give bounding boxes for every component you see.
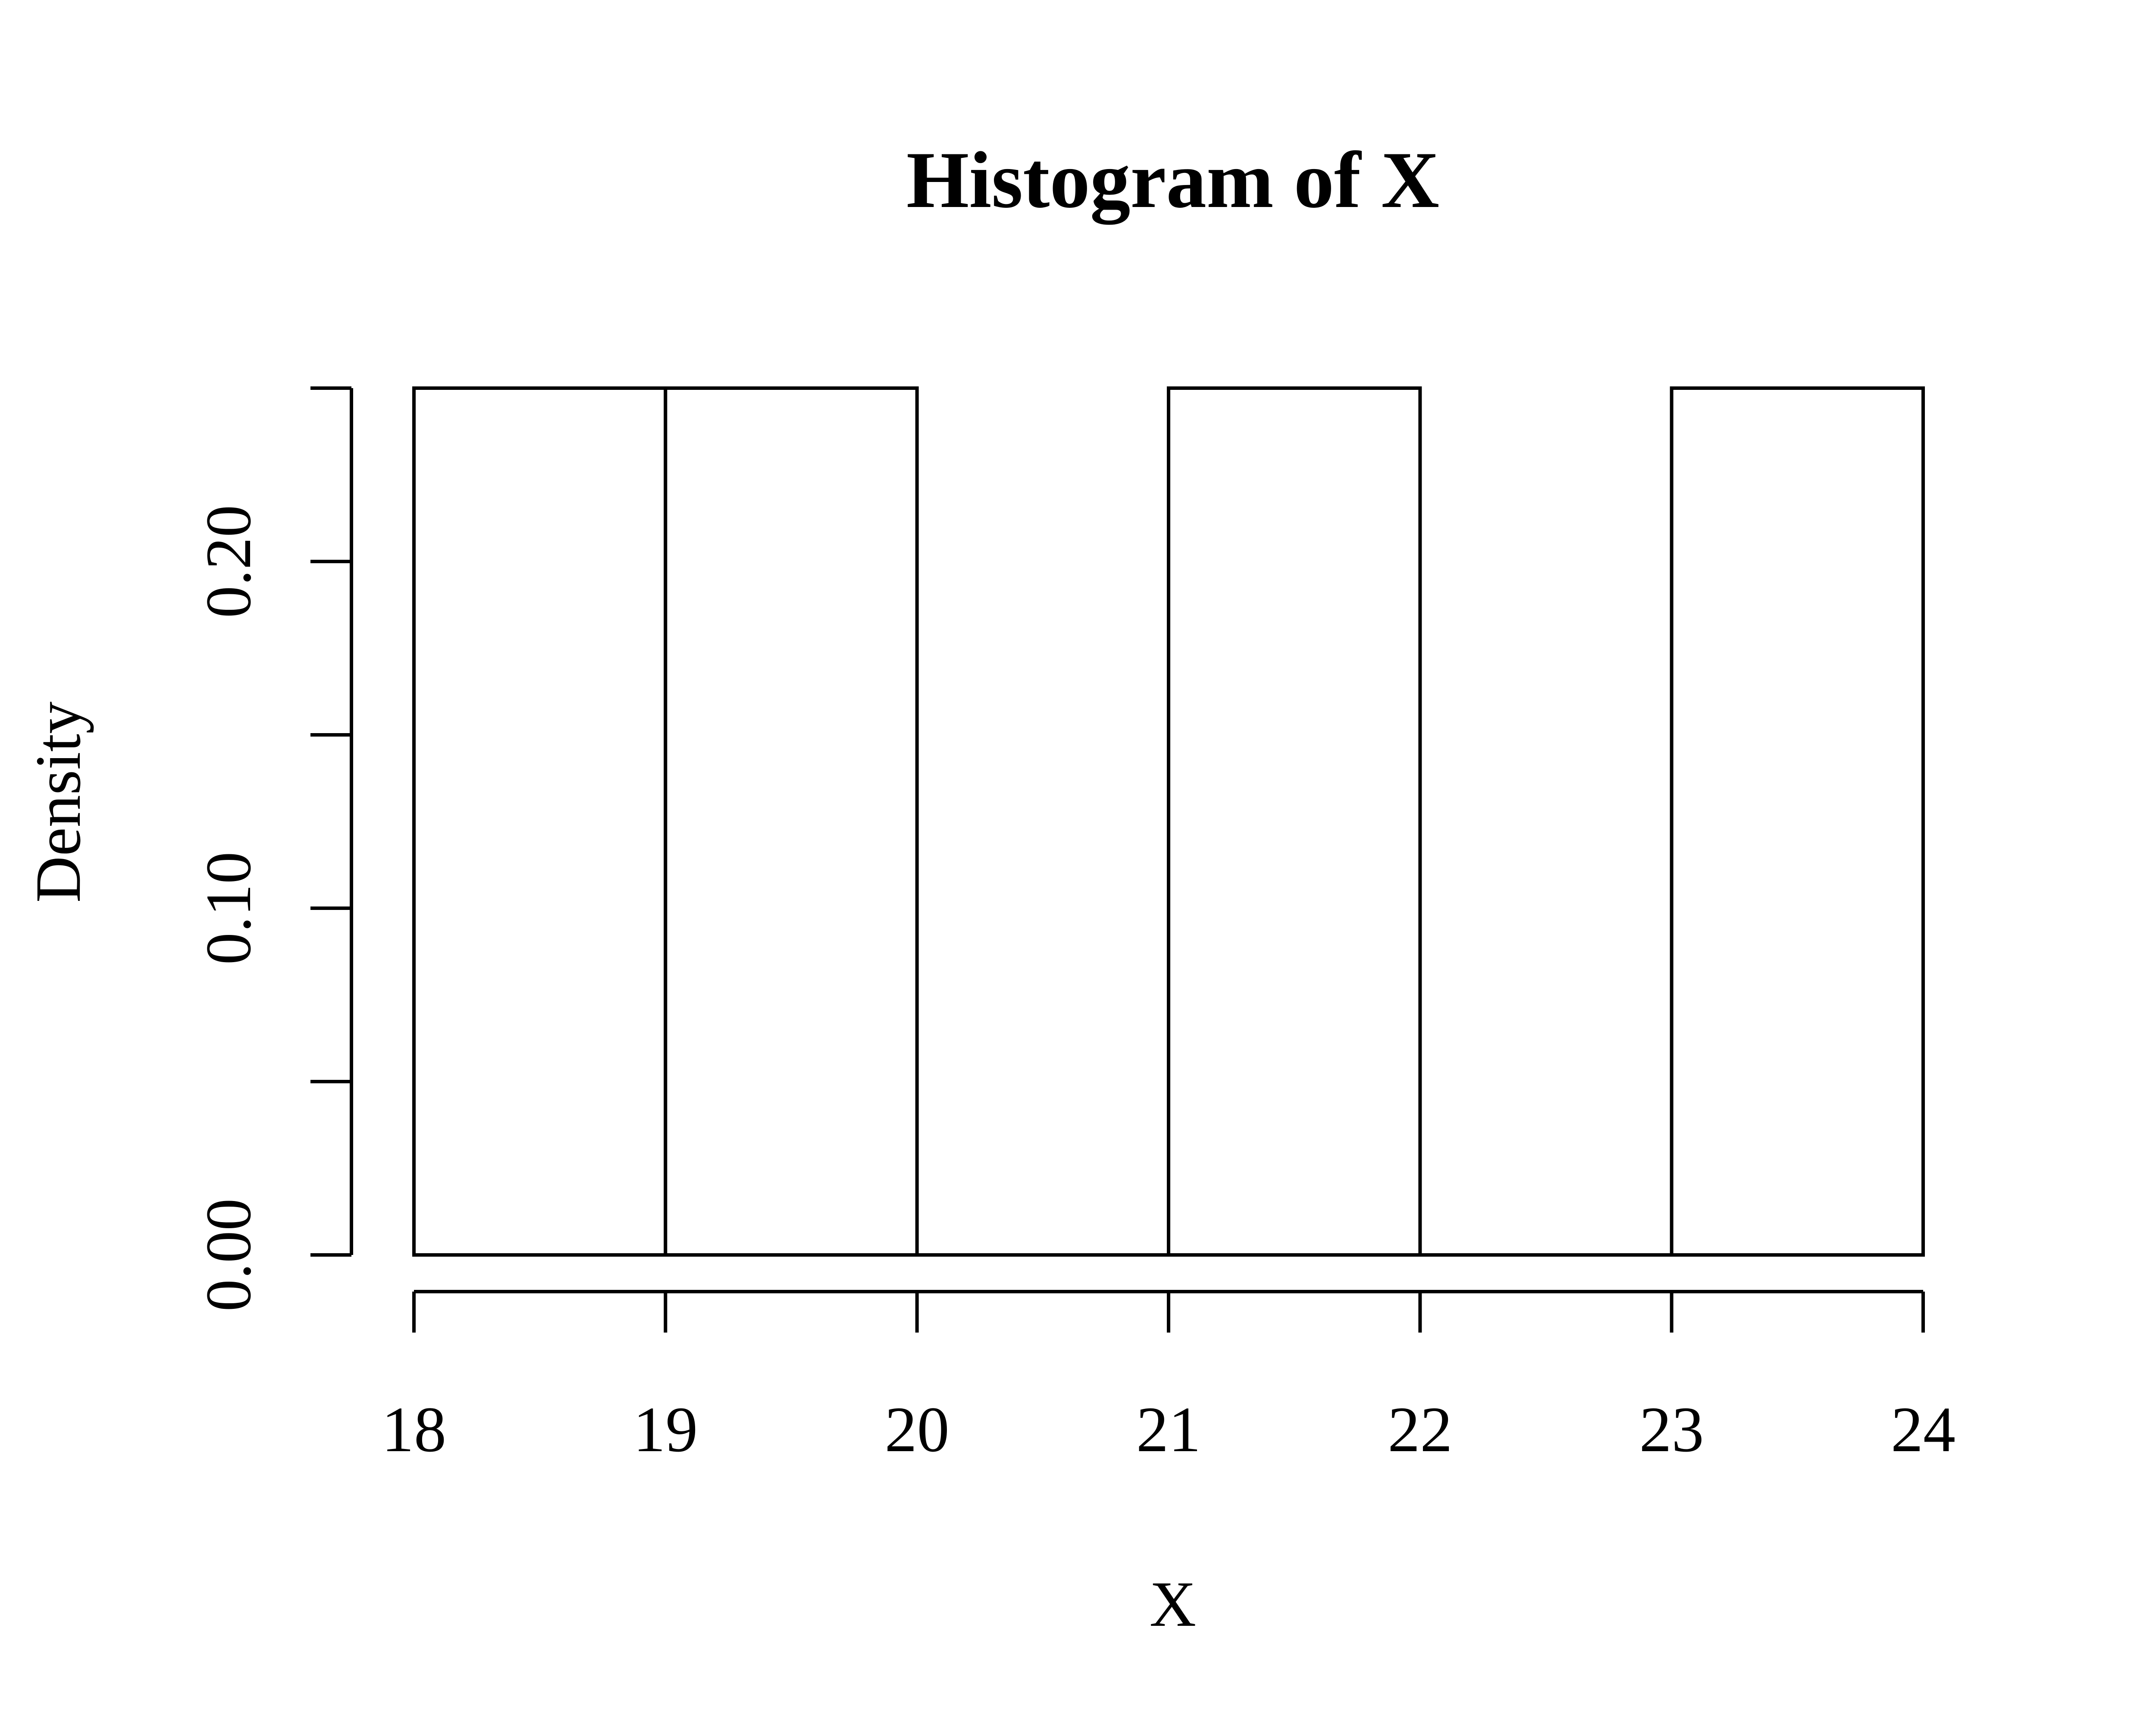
chart-title: Histogram of X	[906, 135, 1439, 225]
x-tick-label: 22	[1388, 1394, 1452, 1465]
histogram-bar	[412, 386, 667, 1257]
x-axis: 18 19 20 21 22 23 24	[382, 1290, 1955, 1465]
x-tick-label: 23	[1639, 1394, 1704, 1465]
x-tick-label: 24	[1891, 1394, 1955, 1465]
histogram-bar	[664, 386, 919, 1257]
histogram-bar	[1167, 386, 1422, 1257]
y-tick-label: 0.10	[193, 852, 264, 965]
y-tick-label: 0.20	[193, 505, 264, 618]
x-tick-label: 19	[633, 1394, 698, 1465]
x-tick-label: 21	[1136, 1394, 1201, 1465]
y-axis-title: Density	[22, 702, 94, 903]
histogram-bar	[1670, 386, 1925, 1257]
y-tick-label: 0.00	[193, 1198, 264, 1312]
x-tick-label: 18	[382, 1394, 446, 1465]
x-tick-label: 20	[885, 1394, 950, 1465]
y-axis: 0.00 0.10 0.20	[193, 386, 353, 1312]
x-axis-title: X	[1150, 1568, 1196, 1640]
bars-group	[412, 386, 1925, 1257]
